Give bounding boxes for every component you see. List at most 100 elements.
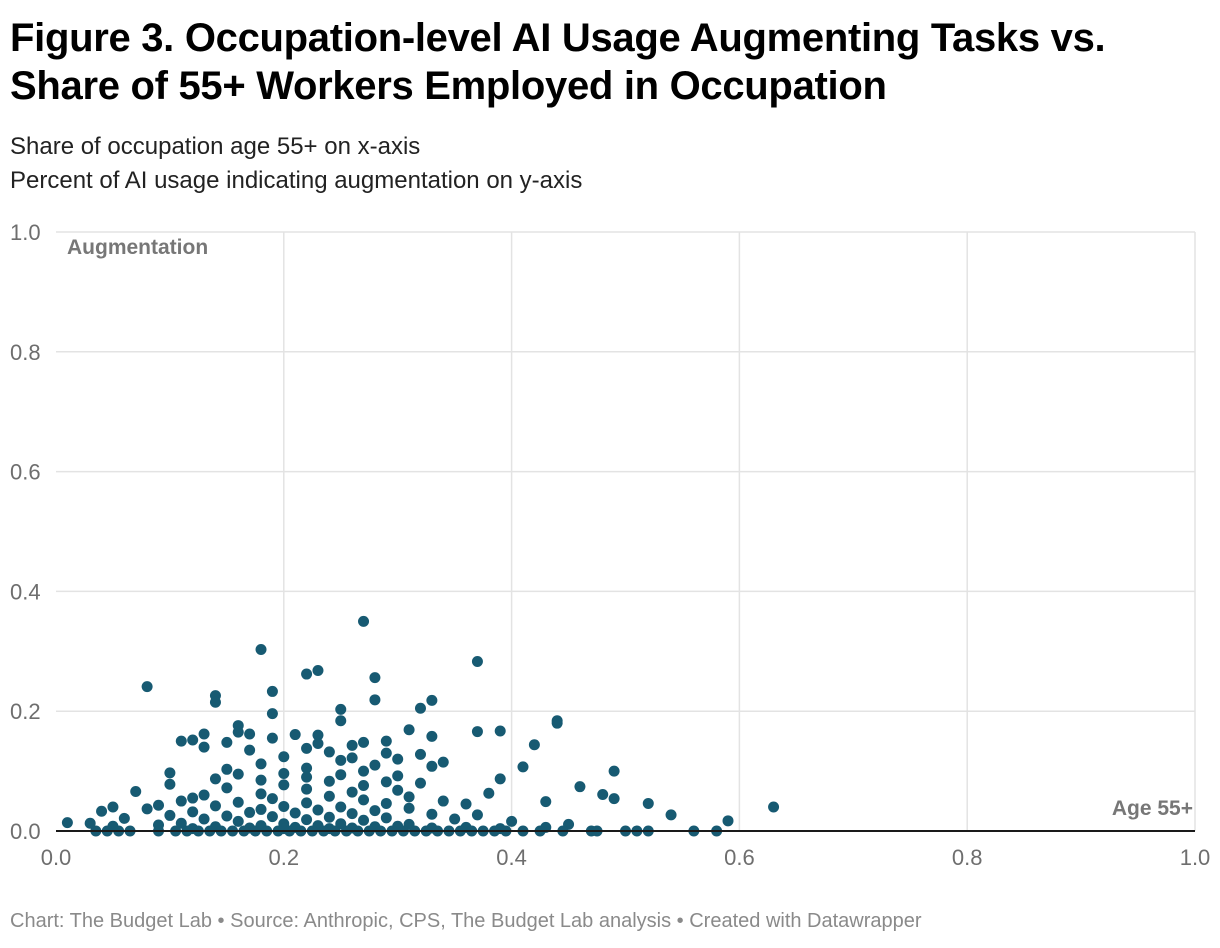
data-point — [369, 672, 381, 684]
data-point — [506, 815, 518, 827]
data-point — [346, 752, 358, 764]
data-point — [335, 715, 347, 727]
data-point — [255, 788, 267, 800]
data-point — [141, 681, 153, 693]
data-point — [449, 813, 461, 825]
data-point — [301, 797, 313, 809]
data-point — [266, 793, 278, 805]
data-point — [301, 771, 313, 783]
data-point — [528, 739, 540, 751]
data-point — [255, 758, 267, 770]
gridlines — [56, 231, 1196, 831]
data-points — [61, 615, 780, 837]
x-tick-label: 1.0 — [1180, 845, 1211, 870]
data-point — [153, 799, 165, 811]
data-point — [540, 796, 552, 808]
data-point — [768, 801, 780, 813]
x-tick-label: 0.6 — [724, 845, 755, 870]
data-point — [301, 814, 313, 826]
subtitle-line-y: Percent of AI usage indicating augmentat… — [10, 167, 583, 194]
data-point — [255, 774, 267, 786]
data-point — [471, 809, 483, 821]
data-point — [312, 729, 324, 741]
data-point — [232, 796, 244, 808]
x-tick-label: 0.2 — [269, 845, 300, 870]
subtitle-line-x: Share of occupation age 55+ on x-axis — [10, 133, 421, 160]
data-point — [551, 717, 563, 729]
data-point — [346, 786, 358, 798]
data-point — [574, 781, 586, 793]
data-point — [232, 726, 244, 738]
data-point — [414, 777, 426, 789]
data-point — [232, 815, 244, 827]
data-point — [187, 792, 199, 804]
data-point — [335, 769, 347, 781]
data-point — [323, 746, 335, 758]
x-tick-label: 0.8 — [952, 845, 983, 870]
data-point — [301, 668, 313, 680]
data-point — [118, 812, 130, 824]
data-point — [335, 703, 347, 715]
data-point — [221, 782, 233, 794]
scatter-chart: 0.0 0.2 0.4 0.6 0.8 1.0 0.0 0.2 0.4 0.6 0.8 1.0 Au… — [10, 220, 1211, 870]
data-point — [96, 805, 108, 817]
data-point — [426, 730, 438, 742]
data-point — [665, 809, 677, 821]
data-point — [437, 795, 449, 807]
data-point — [175, 735, 187, 747]
data-point — [380, 797, 392, 809]
data-point — [278, 800, 290, 812]
data-point — [232, 768, 244, 780]
data-point — [358, 814, 370, 826]
data-point — [130, 785, 142, 797]
data-point — [369, 759, 381, 771]
data-point — [266, 685, 278, 697]
data-point — [369, 805, 381, 817]
data-point — [278, 779, 290, 791]
y-tick-label: 0.0 — [10, 819, 41, 844]
data-point — [414, 748, 426, 760]
data-point — [369, 694, 381, 706]
data-point — [301, 742, 313, 754]
data-point — [392, 784, 404, 796]
data-point — [380, 812, 392, 824]
data-point — [323, 811, 335, 823]
data-point — [392, 770, 404, 782]
data-point — [335, 754, 347, 766]
data-point — [597, 788, 609, 800]
data-point — [494, 773, 506, 785]
data-point — [323, 775, 335, 787]
data-point — [380, 747, 392, 759]
data-point — [266, 708, 278, 720]
data-point — [403, 724, 415, 736]
data-point — [312, 804, 324, 816]
data-point — [358, 615, 370, 627]
y-tick-label: 0.2 — [10, 699, 41, 724]
y-tick-label: 0.8 — [10, 340, 41, 365]
data-point — [175, 795, 187, 807]
data-point — [255, 644, 267, 656]
data-point — [289, 807, 301, 819]
data-point — [107, 801, 119, 813]
data-point — [221, 736, 233, 748]
data-point — [642, 797, 654, 809]
data-point — [392, 753, 404, 765]
data-point — [175, 817, 187, 829]
data-point — [471, 655, 483, 667]
data-point — [221, 763, 233, 775]
data-point — [221, 810, 233, 822]
data-point — [494, 725, 506, 737]
data-point — [244, 744, 256, 756]
x-tick-label: 0.4 — [496, 845, 527, 870]
data-point — [608, 793, 620, 805]
chart-title: Figure 3. Occupation-level AI Usage Augm… — [10, 16, 1106, 108]
data-point — [266, 732, 278, 744]
data-point — [278, 751, 290, 763]
data-point — [164, 767, 176, 779]
data-point — [187, 734, 199, 746]
data-point — [255, 803, 267, 815]
data-point — [437, 756, 449, 768]
data-point — [164, 809, 176, 821]
data-point — [278, 767, 290, 779]
data-point — [244, 806, 256, 818]
